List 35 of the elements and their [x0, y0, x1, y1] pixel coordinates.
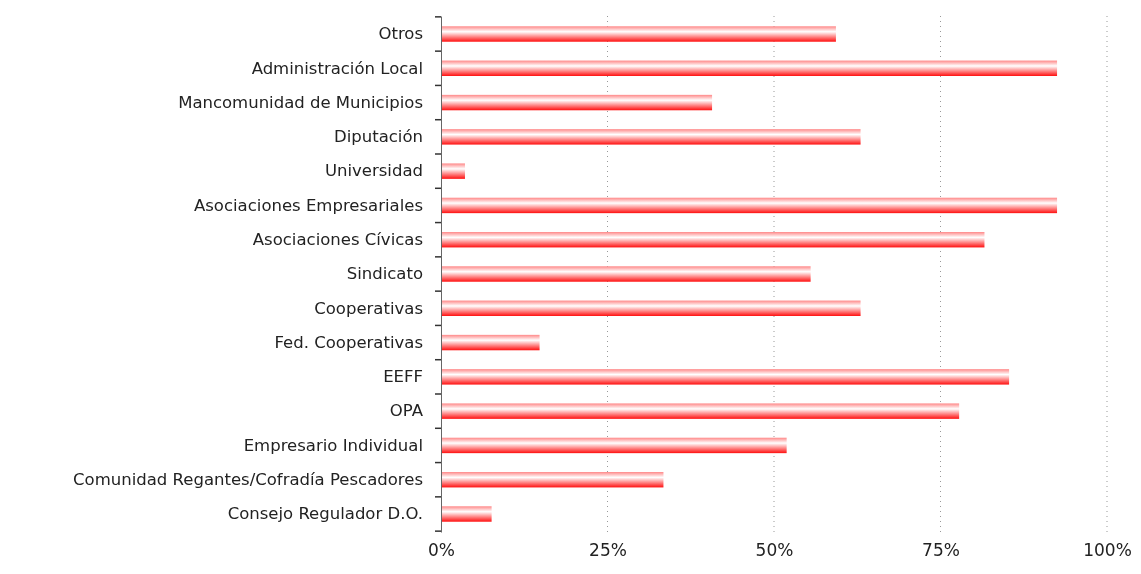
y-tick-label: Cooperativas	[314, 298, 423, 318]
y-tick-label: Empresario Individual	[243, 435, 423, 455]
y-tick-label: Administración Local	[251, 58, 423, 78]
y-tick-label: Universidad	[324, 161, 423, 181]
y-tick-label: Asociaciones Cívicas	[252, 229, 423, 249]
bar	[441, 129, 861, 145]
y-tick-label: Diputación	[333, 127, 423, 147]
x-tick-label: 50%	[755, 540, 794, 561]
bar	[441, 197, 1058, 214]
x-tick-label: 0%	[428, 540, 455, 561]
y-tick-label: Consejo Regulador D.O.	[227, 504, 423, 524]
y-tick-label: Sindicato	[346, 264, 423, 284]
y-tick-label: Otros	[378, 24, 423, 44]
bar	[441, 403, 960, 419]
y-tick-label: Comunidad Regantes/Cofradía Pescadores	[73, 469, 423, 489]
x-tick-label: 25%	[589, 540, 627, 561]
bar	[441, 94, 713, 111]
bar	[441, 26, 836, 42]
bar	[441, 300, 861, 316]
y-tick-label: Fed. Cooperativas	[274, 332, 423, 352]
x-tick-label: 75%	[922, 540, 960, 561]
bar	[441, 266, 811, 282]
y-tick-label: EEFF	[383, 367, 423, 387]
bar	[441, 506, 492, 522]
bar	[441, 369, 1010, 385]
bar	[441, 437, 787, 454]
y-tick-label: Asociaciones Empresariales	[193, 195, 423, 215]
bar	[441, 163, 465, 179]
y-tick-label: OPA	[389, 401, 424, 421]
x-tick-label: 100%	[1083, 540, 1132, 561]
bar	[441, 232, 985, 248]
y-tick-label: Mancomunidad de Municipios	[178, 92, 423, 112]
bar	[441, 472, 664, 488]
bar	[441, 60, 1058, 76]
bar	[441, 334, 540, 351]
